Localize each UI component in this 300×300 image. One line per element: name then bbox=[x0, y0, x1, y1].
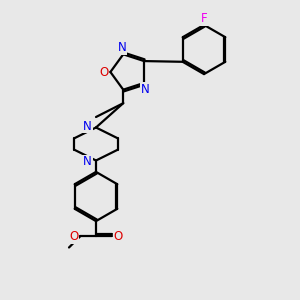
Text: N: N bbox=[83, 155, 92, 169]
Text: O: O bbox=[99, 65, 108, 79]
Text: O: O bbox=[114, 230, 123, 243]
Text: N: N bbox=[117, 41, 126, 54]
Text: N: N bbox=[141, 83, 150, 96]
Text: N: N bbox=[83, 119, 92, 133]
Text: O: O bbox=[69, 230, 78, 243]
Text: F: F bbox=[201, 12, 207, 25]
